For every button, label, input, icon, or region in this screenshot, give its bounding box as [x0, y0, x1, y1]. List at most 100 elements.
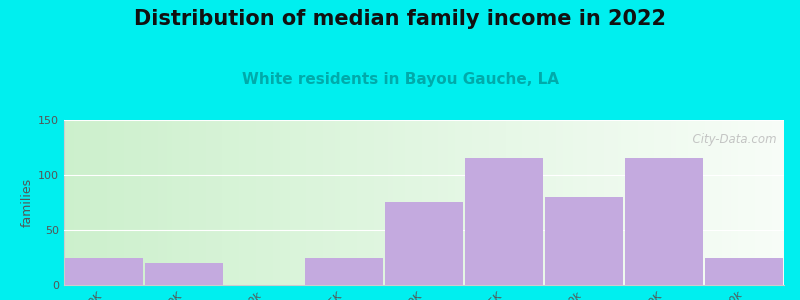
Bar	[237, 120, 239, 285]
Bar	[712, 120, 714, 285]
Bar	[484, 120, 486, 285]
Bar	[136, 120, 138, 285]
Bar	[340, 120, 342, 285]
Bar	[362, 120, 364, 285]
Bar	[338, 120, 340, 285]
Bar	[191, 120, 194, 285]
Bar	[546, 197, 623, 285]
Bar	[213, 120, 215, 285]
Bar	[455, 120, 458, 285]
Bar	[458, 120, 460, 285]
Bar	[117, 120, 119, 285]
Bar	[618, 120, 621, 285]
Bar	[347, 120, 350, 285]
Bar	[194, 120, 196, 285]
Bar	[285, 120, 287, 285]
Bar	[146, 120, 148, 285]
Bar	[218, 120, 220, 285]
Bar	[436, 120, 438, 285]
Bar	[611, 120, 614, 285]
Bar	[410, 120, 412, 285]
Bar	[290, 120, 292, 285]
Bar	[383, 120, 386, 285]
Bar	[659, 120, 662, 285]
Bar	[162, 120, 165, 285]
Bar	[66, 120, 69, 285]
Bar	[424, 120, 426, 285]
Bar	[102, 120, 105, 285]
Bar	[357, 120, 359, 285]
Bar	[350, 120, 352, 285]
Bar	[706, 257, 782, 285]
Bar	[765, 120, 767, 285]
Bar	[515, 120, 518, 285]
Bar	[225, 120, 227, 285]
Bar	[743, 120, 746, 285]
Bar	[664, 120, 666, 285]
Bar	[119, 120, 122, 285]
Bar	[753, 120, 755, 285]
Bar	[491, 120, 494, 285]
Bar	[518, 120, 520, 285]
Bar	[508, 120, 510, 285]
Bar	[359, 120, 362, 285]
Bar	[64, 120, 66, 285]
Bar	[580, 120, 582, 285]
Bar	[150, 120, 153, 285]
Bar	[678, 120, 681, 285]
Bar	[426, 120, 429, 285]
Bar	[88, 120, 90, 285]
Text: City-Data.com: City-Data.com	[685, 133, 777, 146]
Bar	[688, 120, 690, 285]
Bar	[206, 120, 208, 285]
Bar	[438, 120, 441, 285]
Bar	[326, 120, 328, 285]
Bar	[621, 120, 623, 285]
Bar	[306, 120, 309, 285]
Bar	[772, 120, 774, 285]
Bar	[83, 120, 86, 285]
Bar	[654, 120, 657, 285]
Bar	[724, 120, 726, 285]
Bar	[575, 120, 578, 285]
Bar	[321, 120, 323, 285]
Bar	[388, 120, 390, 285]
Bar	[282, 120, 285, 285]
Bar	[414, 120, 417, 285]
Bar	[587, 120, 590, 285]
Bar	[398, 120, 400, 285]
Bar	[606, 120, 609, 285]
Bar	[402, 120, 405, 285]
Bar	[239, 120, 242, 285]
Bar	[717, 120, 719, 285]
Bar	[86, 120, 88, 285]
Bar	[198, 120, 201, 285]
Bar	[78, 120, 81, 285]
Bar	[640, 120, 642, 285]
Bar	[561, 120, 563, 285]
Bar	[242, 120, 244, 285]
Bar	[345, 120, 347, 285]
Bar	[762, 120, 765, 285]
Bar	[551, 120, 554, 285]
Bar	[698, 120, 700, 285]
Bar	[318, 120, 321, 285]
Bar	[750, 120, 753, 285]
Bar	[422, 120, 424, 285]
Bar	[314, 120, 316, 285]
Bar	[642, 120, 645, 285]
Bar	[563, 120, 566, 285]
Bar	[614, 120, 616, 285]
Y-axis label: families: families	[21, 178, 34, 227]
Bar	[693, 120, 695, 285]
Bar	[681, 120, 683, 285]
Bar	[674, 120, 676, 285]
Text: White residents in Bayou Gauche, LA: White residents in Bayou Gauche, LA	[242, 72, 558, 87]
Bar	[760, 120, 762, 285]
Bar	[466, 158, 542, 285]
Bar	[323, 120, 326, 285]
Bar	[131, 120, 134, 285]
Bar	[335, 120, 338, 285]
Bar	[604, 120, 606, 285]
Bar	[124, 120, 126, 285]
